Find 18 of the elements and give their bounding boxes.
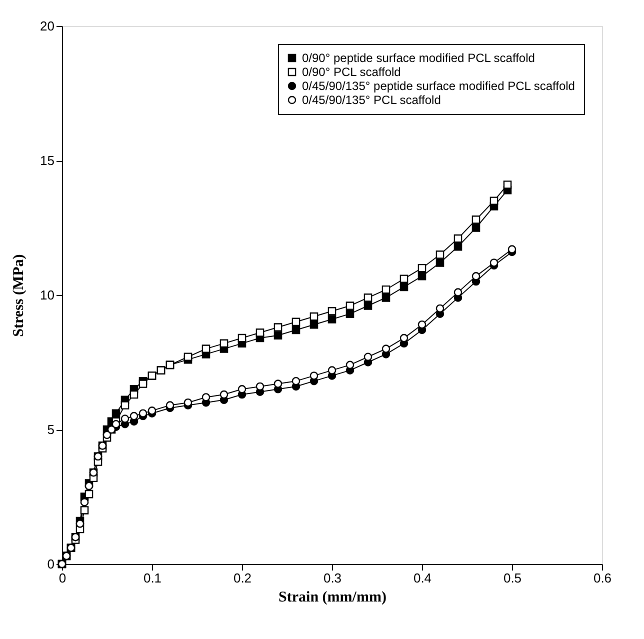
legend-label: 0/45/90/135° PCL scaffold bbox=[302, 93, 441, 107]
y-tick-label: 10 bbox=[40, 288, 54, 302]
x-tick-label: 0 bbox=[58, 570, 66, 586]
legend-label: 0/90° peptide surface modified PCL scaffold bbox=[302, 51, 535, 65]
x-axis-title: Strain (mm/mm) bbox=[278, 590, 386, 606]
legend-label: 0/90° PCL scaffold bbox=[302, 65, 401, 79]
legend-label: 0/45/90/135° peptide surface modified PCL scaffold bbox=[302, 79, 575, 93]
x-tick-label: 0.1 bbox=[143, 570, 162, 586]
y-tick-label: 0 bbox=[47, 556, 54, 572]
x-tick-label: 0.2 bbox=[233, 570, 252, 586]
x-tick-label: 0.5 bbox=[503, 570, 522, 586]
x-tick-label: 0.3 bbox=[323, 570, 342, 586]
y-tick-label: 15 bbox=[40, 153, 54, 168]
x-tick-label: 0.6 bbox=[593, 570, 612, 586]
x-tick-label: 0.4 bbox=[413, 570, 432, 586]
y-tick-label: 5 bbox=[47, 422, 54, 437]
y-axis-title: Stress (MPa) bbox=[11, 254, 28, 337]
y-tick-label: 20 bbox=[40, 18, 54, 34]
